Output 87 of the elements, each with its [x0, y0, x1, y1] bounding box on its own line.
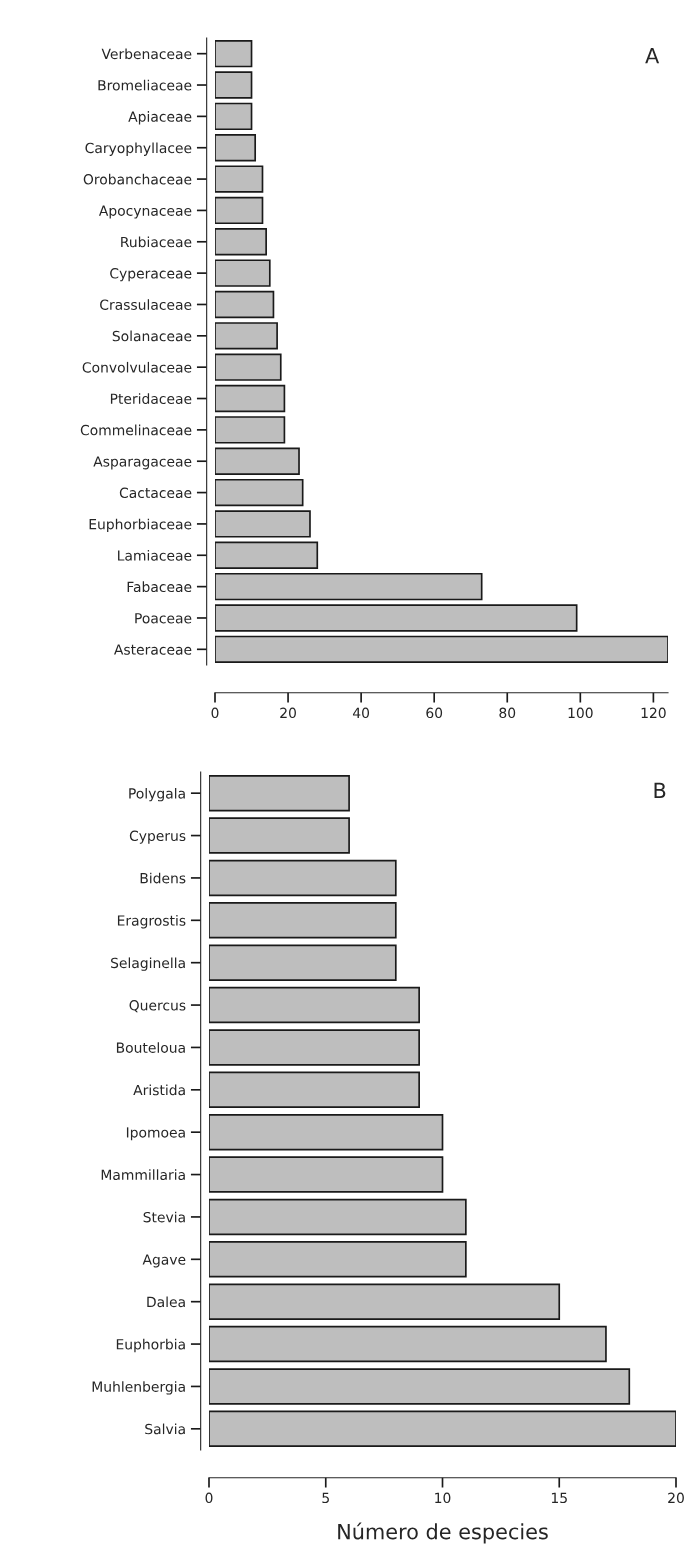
bar [209, 1198, 467, 1236]
y-tick-label: Apiaceae [128, 111, 192, 125]
bar [215, 290, 275, 319]
y-tick-label: Quercus [129, 1000, 186, 1013]
y-tick-label: Euphorbia [116, 1338, 185, 1353]
bar [209, 1029, 420, 1066]
y-tick-label: Cactaceae [119, 487, 192, 499]
x-tick-label: 10 [435, 1492, 451, 1504]
x-tick-label: 120 [641, 707, 666, 719]
y-tick-label: Salvia [145, 1423, 185, 1435]
y-tick-label: Verbenaceae [101, 48, 192, 60]
y-tick-label: Agave [142, 1254, 186, 1268]
y-tick-label: Pteridaceae [110, 393, 192, 404]
y-tick-label: Ipomoea [126, 1127, 185, 1141]
y-tick-label: Bidens [140, 872, 186, 884]
bar [209, 817, 350, 854]
x-tick-label: 60 [426, 707, 443, 719]
x-tick-label: 5 [322, 1492, 329, 1504]
bar [215, 259, 271, 287]
bar [215, 228, 267, 256]
bar [215, 102, 253, 131]
x-tick-label: 15 [551, 1492, 567, 1504]
x-axis-title: Número de especies [338, 1522, 548, 1544]
bar [215, 196, 264, 225]
y-tick-label: Commelinaceae [80, 424, 192, 436]
y-tick-label: Lamiaceae [118, 550, 192, 561]
bar [215, 604, 578, 632]
x-tick-label: 20 [280, 707, 296, 719]
y-tick-label: Poaceae [135, 613, 192, 624]
y-tick-label: Eragrostis [117, 915, 186, 929]
y-tick-label: Polygala [129, 787, 185, 802]
x-tick-label: 0 [211, 707, 219, 719]
bar [209, 774, 350, 812]
bar [209, 1071, 420, 1109]
bar [215, 353, 282, 381]
y-tick-label: Convolvulaceae [82, 361, 192, 373]
y-tick-label: Selaginella [111, 957, 185, 971]
bar [209, 902, 397, 939]
bar [215, 541, 319, 569]
y-tick-label: Solanaceae [112, 330, 192, 342]
y-tick-label: Apocynaceae [98, 205, 192, 219]
y-tick-label: Fabaceae [127, 581, 192, 593]
bar [209, 1368, 631, 1405]
x-tick-label: 20 [668, 1492, 684, 1504]
y-tick-label: Aristida [133, 1084, 185, 1096]
bar [215, 384, 286, 413]
annotation: A [645, 48, 660, 64]
bar [209, 944, 397, 981]
bar [215, 635, 668, 664]
y-tick-label: Asparagaceae [93, 456, 192, 470]
y-tick-label: Dalea [147, 1296, 185, 1308]
y-tick-label: Asteraceae [114, 644, 192, 655]
y-tick-label: Euphorbiaceae [89, 518, 192, 533]
y-tick-label: Bouteloua [116, 1042, 185, 1053]
bar [215, 572, 483, 601]
bar [215, 510, 311, 538]
bar [215, 447, 300, 475]
bar [209, 1410, 676, 1448]
y-tick-label: Stevia [143, 1211, 185, 1223]
annotation: B [654, 782, 666, 798]
y-tick-label: Crassulaceae [100, 299, 192, 310]
y-tick-label: Rubiaceae [121, 236, 192, 248]
bar [215, 478, 304, 507]
y-tick-label: Cyperaceae [110, 268, 192, 282]
bar [209, 1241, 467, 1278]
x-tick-label: 40 [352, 707, 370, 719]
bar [209, 1283, 561, 1320]
bar [209, 1325, 607, 1363]
y-tick-label: Muhlenbergia [92, 1381, 185, 1395]
bar [215, 165, 264, 193]
bar [215, 134, 257, 162]
bar [209, 1156, 444, 1193]
bar [209, 986, 420, 1024]
x-tick-label: 0 [205, 1492, 213, 1504]
bar [215, 322, 278, 350]
y-tick-label: Cyperus [129, 830, 186, 844]
x-tick-label: 100 [568, 707, 593, 719]
bar [209, 1113, 444, 1151]
y-tick-label: Bromeliaceae [98, 79, 192, 91]
bar [215, 416, 286, 444]
bar [215, 39, 253, 68]
y-tick-label: Mammillaria [101, 1169, 185, 1181]
y-tick-label: Orobanchaceae [83, 173, 192, 185]
bar [215, 71, 253, 99]
bar [209, 859, 397, 897]
x-tick-label: 80 [499, 707, 516, 719]
y-tick-label: Caryophyllacee [85, 142, 192, 156]
